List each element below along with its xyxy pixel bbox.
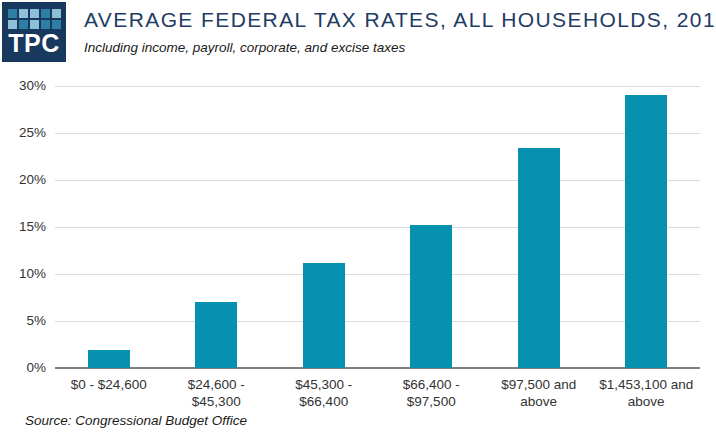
x-category-label-line: $66,400 - bbox=[378, 376, 486, 393]
bar-5 bbox=[518, 148, 560, 368]
bar-4 bbox=[410, 225, 452, 368]
tpc-logo-squares-icon bbox=[8, 9, 62, 29]
tpc-logo: TPC bbox=[2, 2, 66, 62]
x-category-label-line: $24,600 - bbox=[163, 376, 271, 393]
tpc-logo-text: TPC bbox=[8, 30, 60, 56]
y-tick-label: 5% bbox=[0, 314, 46, 328]
logo-square-icon bbox=[8, 20, 17, 29]
source-note: Source: Congressional Budget Office bbox=[25, 413, 247, 428]
x-category-label-line: $97,500 and bbox=[485, 376, 593, 393]
x-category-label: $1,453,100 andabove bbox=[593, 376, 701, 410]
x-category-label-line: $45,300 bbox=[163, 393, 271, 410]
y-tick-label: 15% bbox=[0, 220, 46, 234]
logo-square-icon bbox=[41, 9, 50, 18]
y-tick-label: 10% bbox=[0, 267, 46, 281]
x-category-label: $66,400 -$97,500 bbox=[378, 376, 486, 410]
x-axis-baseline bbox=[55, 367, 700, 369]
y-tick-label: 20% bbox=[0, 173, 46, 187]
x-category-label-line: above bbox=[593, 393, 701, 410]
logo-square-icon bbox=[8, 9, 17, 18]
x-category-label: $45,300 -$66,400 bbox=[270, 376, 378, 410]
logo-square-icon bbox=[30, 20, 39, 29]
logo-square-icon bbox=[41, 20, 50, 29]
x-category-label-line: $0 - $24,600 bbox=[55, 376, 163, 393]
logo-square-icon bbox=[19, 20, 28, 29]
x-category-label-line: $66,400 bbox=[270, 393, 378, 410]
y-tick-label: 0% bbox=[0, 361, 46, 375]
x-category-label-line: above bbox=[485, 393, 593, 410]
x-category-label: $97,500 andabove bbox=[485, 376, 593, 410]
chart-page: TPC AVERAGE FEDERAL TAX RATES, ALL HOUSE… bbox=[0, 0, 716, 435]
x-category-label-line: $1,453,100 and bbox=[593, 376, 701, 393]
logo-square-icon bbox=[19, 9, 28, 18]
x-category-label-line: $45,300 - bbox=[270, 376, 378, 393]
bar-1 bbox=[88, 350, 130, 368]
chart-subtitle: Including income, payroll, corporate, an… bbox=[84, 40, 684, 55]
gridline bbox=[55, 274, 700, 275]
x-category-label: $24,600 -$45,300 bbox=[163, 376, 271, 410]
chart-title: AVERAGE FEDERAL TAX RATES, ALL HOUSEHOLD… bbox=[84, 8, 714, 32]
gridline bbox=[55, 180, 700, 181]
bar-6 bbox=[625, 95, 667, 368]
logo-square-icon bbox=[52, 20, 61, 29]
y-tick-label: 30% bbox=[0, 79, 46, 93]
logo-square-icon bbox=[52, 9, 61, 18]
gridline bbox=[55, 86, 700, 87]
logo-square-icon bbox=[30, 9, 39, 18]
gridline bbox=[55, 321, 700, 322]
bar-3 bbox=[303, 263, 345, 368]
x-category-label-line: $97,500 bbox=[378, 393, 486, 410]
gridline bbox=[55, 133, 700, 134]
y-tick-label: 25% bbox=[0, 126, 46, 140]
x-category-label: $0 - $24,600 bbox=[55, 376, 163, 393]
bar-2 bbox=[195, 302, 237, 368]
gridline bbox=[55, 227, 700, 228]
